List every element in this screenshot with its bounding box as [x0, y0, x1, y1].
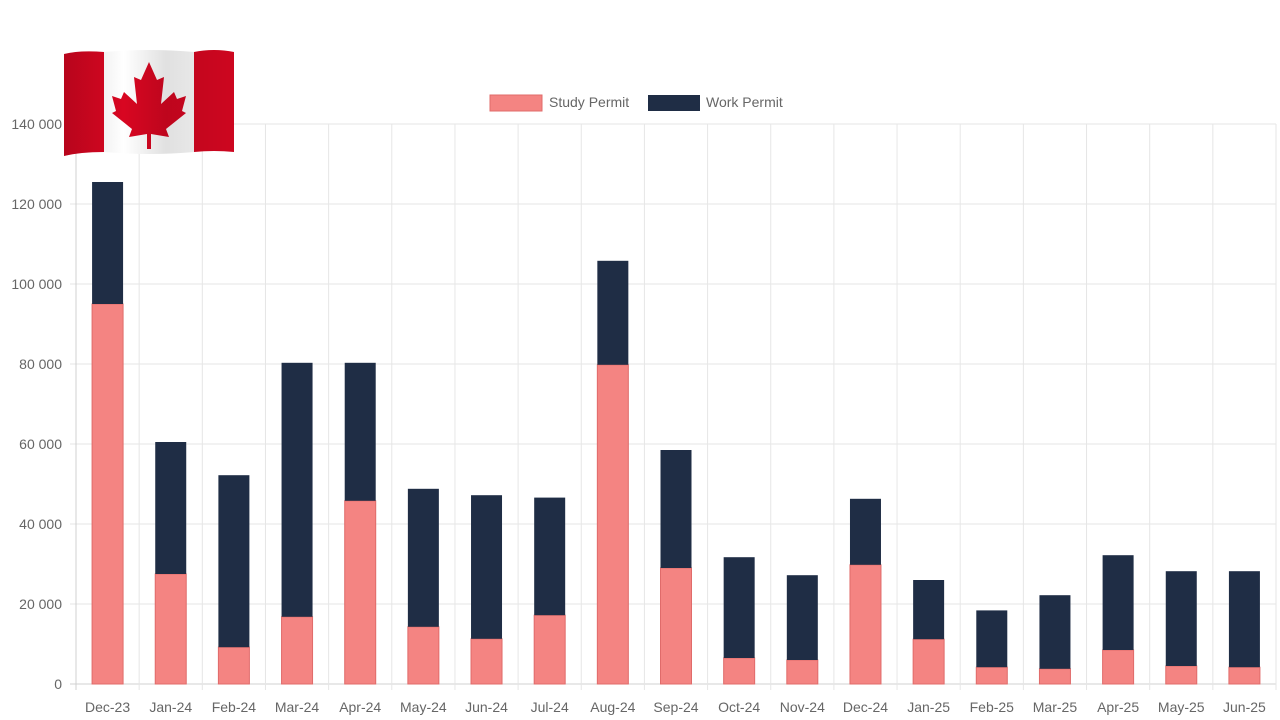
bar-study-permit[interactable] — [596, 364, 629, 685]
chart-legend: Study Permit Work Permit — [489, 94, 783, 112]
bar-study-permit[interactable] — [1228, 666, 1261, 685]
bar-work-permit[interactable] — [660, 450, 692, 568]
bar-work-permit[interactable] — [913, 580, 945, 640]
legend-label-study-permit: Study Permit — [549, 94, 629, 110]
x-tick-label: Sep-24 — [653, 699, 698, 715]
legend-item-work-permit[interactable]: Work Permit — [648, 94, 783, 111]
x-tick-label: Jul-24 — [531, 699, 569, 715]
y-tick-label: 20 000 — [19, 596, 62, 612]
bar-work-permit[interactable] — [92, 182, 124, 304]
bar-study-permit[interactable] — [91, 303, 124, 685]
legend-swatch-work-permit — [648, 95, 700, 111]
x-tick-label: Dec-24 — [843, 699, 888, 715]
legend-item-study-permit[interactable]: Study Permit — [489, 94, 629, 112]
x-tick-label: Aug-24 — [590, 699, 635, 715]
canada-flag-icon — [64, 50, 234, 157]
bar-work-permit[interactable] — [1165, 571, 1197, 666]
x-tick-label: Oct-24 — [718, 699, 760, 715]
bar-study-permit[interactable] — [975, 666, 1008, 685]
y-tick-label: 120 000 — [11, 196, 62, 212]
x-tick-label: May-24 — [400, 699, 447, 715]
y-tick-label: 0 — [54, 676, 62, 692]
bar-study-permit[interactable] — [660, 567, 692, 685]
bar-work-permit[interactable] — [597, 260, 629, 365]
bar-work-permit[interactable] — [1039, 595, 1071, 669]
bar-work-permit[interactable] — [281, 362, 313, 617]
bar-work-permit[interactable] — [723, 557, 755, 658]
bar-work-permit[interactable] — [786, 575, 818, 660]
x-tick-label: Jan-24 — [149, 699, 192, 715]
bar-work-permit[interactable] — [407, 488, 439, 627]
bar-study-permit[interactable] — [912, 638, 945, 685]
y-axis-ticks: 0 20 000 40 000 60 000 80 000 100 000 120 000 1… — [11, 116, 62, 692]
bar-study-permit[interactable] — [154, 573, 187, 685]
bar-study-permit[interactable] — [1038, 668, 1071, 685]
bar-study-permit[interactable] — [1102, 649, 1135, 685]
bar-study-permit[interactable] — [344, 500, 377, 685]
bar-work-permit[interactable] — [534, 497, 566, 616]
y-tick-label: 60 000 — [19, 436, 62, 452]
bar-study-permit[interactable] — [533, 614, 566, 685]
bar-study-permit[interactable] — [407, 626, 440, 685]
x-tick-label: Mar-24 — [275, 699, 320, 715]
x-tick-label: Nov-24 — [780, 699, 825, 715]
bar-work-permit[interactable] — [155, 442, 187, 574]
chart-bars — [91, 182, 1261, 685]
y-tick-label: 40 000 — [19, 516, 62, 532]
x-tick-label: Dec-23 — [85, 699, 130, 715]
x-tick-label: Mar-25 — [1033, 699, 1078, 715]
bar-study-permit[interactable] — [849, 564, 882, 685]
bar-work-permit[interactable] — [849, 498, 881, 565]
bar-study-permit[interactable] — [723, 657, 756, 685]
x-tick-label: Apr-24 — [339, 699, 381, 715]
bar-study-permit[interactable] — [281, 616, 314, 685]
legend-label-work-permit: Work Permit — [706, 94, 783, 110]
bar-work-permit[interactable] — [1102, 555, 1134, 650]
x-tick-label: Jun-25 — [1223, 699, 1266, 715]
bar-work-permit[interactable] — [471, 495, 503, 639]
bar-work-permit[interactable] — [976, 610, 1008, 668]
y-tick-label: 80 000 — [19, 356, 62, 372]
x-tick-label: Jun-24 — [465, 699, 508, 715]
bar-work-permit[interactable] — [344, 362, 376, 501]
y-tick-label: 140 000 — [11, 116, 62, 132]
x-tick-label: Jan-25 — [907, 699, 950, 715]
x-tick-label: Feb-25 — [970, 699, 1015, 715]
bar-study-permit[interactable] — [470, 638, 503, 685]
bar-study-permit[interactable] — [1165, 665, 1198, 685]
x-tick-label: Apr-25 — [1097, 699, 1139, 715]
bar-work-permit[interactable] — [218, 475, 250, 648]
x-axis-ticks: Dec-23 Jan-24 Feb-24 Mar-24 Apr-24 May-24 Jun-… — [85, 699, 1266, 715]
legend-swatch-study-permit — [489, 94, 543, 112]
x-tick-label: Feb-24 — [212, 699, 257, 715]
chart-grid — [70, 123, 1277, 690]
bar-work-permit[interactable] — [1228, 571, 1260, 668]
bar-study-permit[interactable] — [217, 646, 250, 685]
y-tick-label: 100 000 — [11, 276, 62, 292]
bar-study-permit[interactable] — [786, 659, 819, 685]
x-tick-label: May-25 — [1158, 699, 1205, 715]
